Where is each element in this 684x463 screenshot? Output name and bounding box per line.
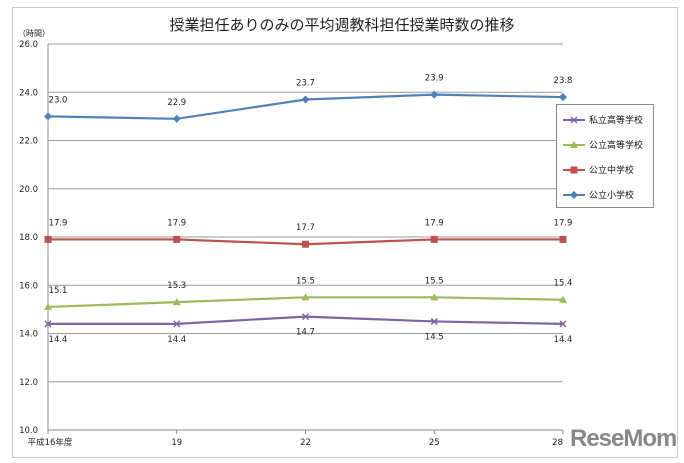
- data-label: 15.3: [167, 281, 186, 291]
- data-label: 23.7: [296, 78, 315, 88]
- legend-label: 公立小学校: [589, 191, 635, 201]
- data-label: 23.9: [425, 74, 444, 84]
- y-tick-label: 26.0: [19, 40, 38, 50]
- data-point-square: [559, 235, 567, 243]
- data-point-x: [430, 317, 438, 325]
- data-label: 15.5: [296, 276, 315, 286]
- legend-item: 公立中学校: [563, 163, 634, 176]
- y-tick-label: 24.0: [19, 88, 38, 98]
- data-label: 22.9: [167, 98, 186, 108]
- data-label: 23.8: [554, 76, 573, 86]
- data-point-diamond: [570, 190, 578, 199]
- legend-swatch: [563, 190, 585, 199]
- legend-item: 私立高等学校: [563, 113, 643, 126]
- data-label: 15.5: [425, 276, 444, 286]
- legend-swatch: [563, 115, 585, 124]
- data-point-triangle: [570, 140, 578, 148]
- y-tick-label: 12.0: [19, 378, 38, 388]
- data-point-diamond: [44, 112, 52, 121]
- x-tick-label: 平成16年度: [28, 437, 73, 448]
- data-label: 14.7: [296, 328, 315, 338]
- data-label: 17.9: [554, 218, 573, 228]
- legend-label: 私立高等学校: [589, 116, 644, 126]
- x-tick-label: 28: [552, 438, 563, 448]
- x-tick-label: 22: [300, 438, 311, 448]
- legend: 私立高等学校 公立高等学校 公立中学校公立小学校: [556, 104, 654, 208]
- data-point-triangle: [172, 298, 181, 306]
- legend-label: 公立高等学校: [589, 141, 644, 151]
- data-point-diamond: [559, 93, 567, 102]
- data-label: 17.9: [167, 218, 186, 228]
- data-label: 14.4: [167, 335, 186, 345]
- chart-frame: [12, 7, 678, 458]
- y-tick-label: 20.0: [19, 185, 38, 195]
- legend-item: 公立小学校: [563, 188, 634, 201]
- watermark-logo: ReseMom: [570, 425, 677, 452]
- data-point-x: [301, 313, 310, 321]
- legend-item: 公立高等学校: [563, 138, 643, 151]
- legend-swatch: [563, 140, 585, 148]
- data-label: 15.1: [49, 286, 68, 296]
- x-tick-label: 19: [171, 438, 182, 448]
- data-point-square: [570, 166, 578, 173]
- legend-label: 公立中学校: [589, 166, 635, 176]
- data-point-triangle: [430, 293, 439, 301]
- data-point-triangle: [559, 295, 567, 303]
- data-label: 15.4: [554, 279, 573, 289]
- data-point-x: [570, 115, 578, 124]
- data-point-square: [302, 240, 309, 248]
- legend-swatch: [563, 166, 585, 173]
- data-label: 17.7: [296, 223, 315, 233]
- data-point-triangle: [44, 302, 52, 310]
- data-label: 17.9: [425, 218, 444, 228]
- data-point-square: [430, 235, 438, 243]
- data-label: 14.4: [49, 335, 68, 345]
- data-point-x: [559, 320, 567, 328]
- y-tick-label: 14.0: [19, 330, 38, 340]
- data-point-diamond: [172, 114, 181, 123]
- data-point-square: [44, 235, 52, 243]
- y-tick-label: 22.0: [19, 137, 38, 147]
- data-point-square: [173, 235, 181, 243]
- y-tick-label: 16.0: [19, 281, 38, 291]
- data-point-diamond: [430, 90, 439, 99]
- data-label: 14.4: [554, 335, 573, 345]
- x-tick-label: 25: [429, 438, 440, 448]
- data-point-x: [173, 320, 181, 328]
- series-line: [48, 315, 564, 325]
- data-label: 23.0: [49, 95, 68, 105]
- data-point-triangle: [301, 293, 310, 301]
- y-tick-label: 18.0: [19, 233, 38, 243]
- data-point-diamond: [301, 95, 310, 104]
- y-tick-label: 10.0: [19, 426, 38, 436]
- chart-title: 授業担任ありのみの平均週教科担任授業時数の推移: [169, 16, 515, 34]
- y-axis-unit: （時間）: [18, 29, 50, 38]
- data-label: 14.5: [425, 332, 444, 342]
- data-point-x: [44, 320, 52, 328]
- data-label: 17.9: [49, 218, 68, 228]
